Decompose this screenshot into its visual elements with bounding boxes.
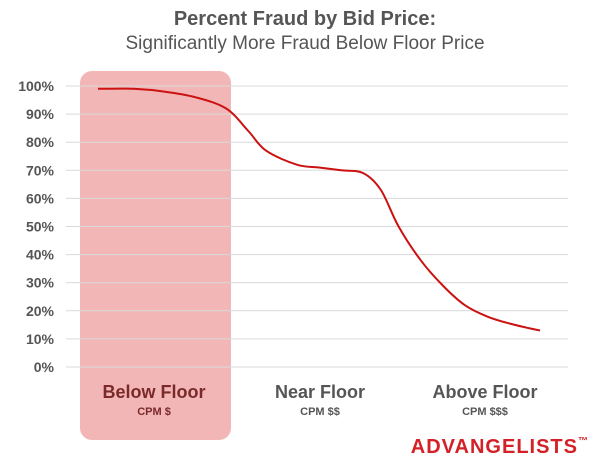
category-sublabel: CPM $ (137, 406, 171, 418)
chart-title: Percent Fraud by Bid Price: (173, 8, 437, 30)
category-sublabel: CPM $$$ (462, 406, 508, 418)
y-tick-label: 90% (26, 106, 55, 122)
y-tick-label: 20% (26, 303, 55, 319)
category-sublabel: CPM $$ (300, 406, 340, 418)
y-tick-label: 100% (18, 78, 54, 94)
chart-title-block: Percent Fraud by Bid Price: Significantl… (0, 6, 610, 56)
y-tick-label: 0% (34, 359, 55, 375)
category-label: Above Floor (432, 382, 537, 402)
y-tick-label: 60% (26, 190, 55, 206)
chart-subtitle: Significantly More Fraud Below Floor Pri… (125, 33, 485, 54)
category-label: Below Floor (103, 382, 206, 402)
y-tick-label: 40% (26, 247, 55, 263)
y-tick-label: 30% (26, 275, 55, 291)
y-tick-label: 70% (26, 162, 55, 178)
fraud-series-line-0 (97, 87, 541, 332)
brand-logo: ADVANGELISTS™ (411, 436, 588, 459)
highlight-band-0 (80, 71, 231, 440)
category-label: Near Floor (275, 382, 365, 402)
brand-name: ADVANGELISTS (410, 436, 578, 458)
y-tick-label: 10% (26, 331, 55, 347)
trademark-mark: ™ (578, 436, 588, 447)
y-tick-label: 80% (26, 134, 55, 150)
y-tick-label: 50% (26, 219, 55, 235)
